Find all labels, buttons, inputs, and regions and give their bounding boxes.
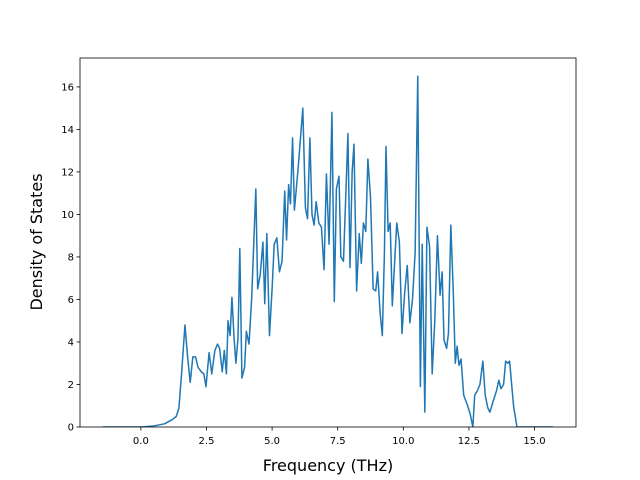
x-tick-label: 10.0 bbox=[392, 436, 414, 447]
y-tick-label: 12 bbox=[61, 167, 74, 178]
x-tick-label: 7.5 bbox=[330, 436, 346, 447]
x-tick-label: 0.0 bbox=[133, 436, 149, 447]
y-axis-label: Density of States bbox=[27, 173, 46, 310]
y-tick-label: 6 bbox=[68, 295, 74, 306]
y-tick-label: 14 bbox=[61, 125, 74, 136]
plot-frame bbox=[79, 57, 577, 428]
y-tick-label: 4 bbox=[68, 337, 74, 348]
line bbox=[102, 75, 553, 427]
y-tick-label: 8 bbox=[68, 252, 74, 263]
x-tick-label: 12.5 bbox=[458, 436, 480, 447]
x-tick-label: 15.0 bbox=[523, 436, 545, 447]
x-tick-label: 5.0 bbox=[264, 436, 280, 447]
x-axis-label: Frequency (THz) bbox=[263, 456, 393, 475]
y-tick-label: 0 bbox=[68, 423, 74, 434]
x-tick-label: 2.5 bbox=[199, 436, 215, 447]
y-tick-label: 10 bbox=[61, 210, 74, 221]
y-tick-label: 16 bbox=[61, 82, 74, 93]
y-tick-label: 2 bbox=[68, 380, 74, 391]
